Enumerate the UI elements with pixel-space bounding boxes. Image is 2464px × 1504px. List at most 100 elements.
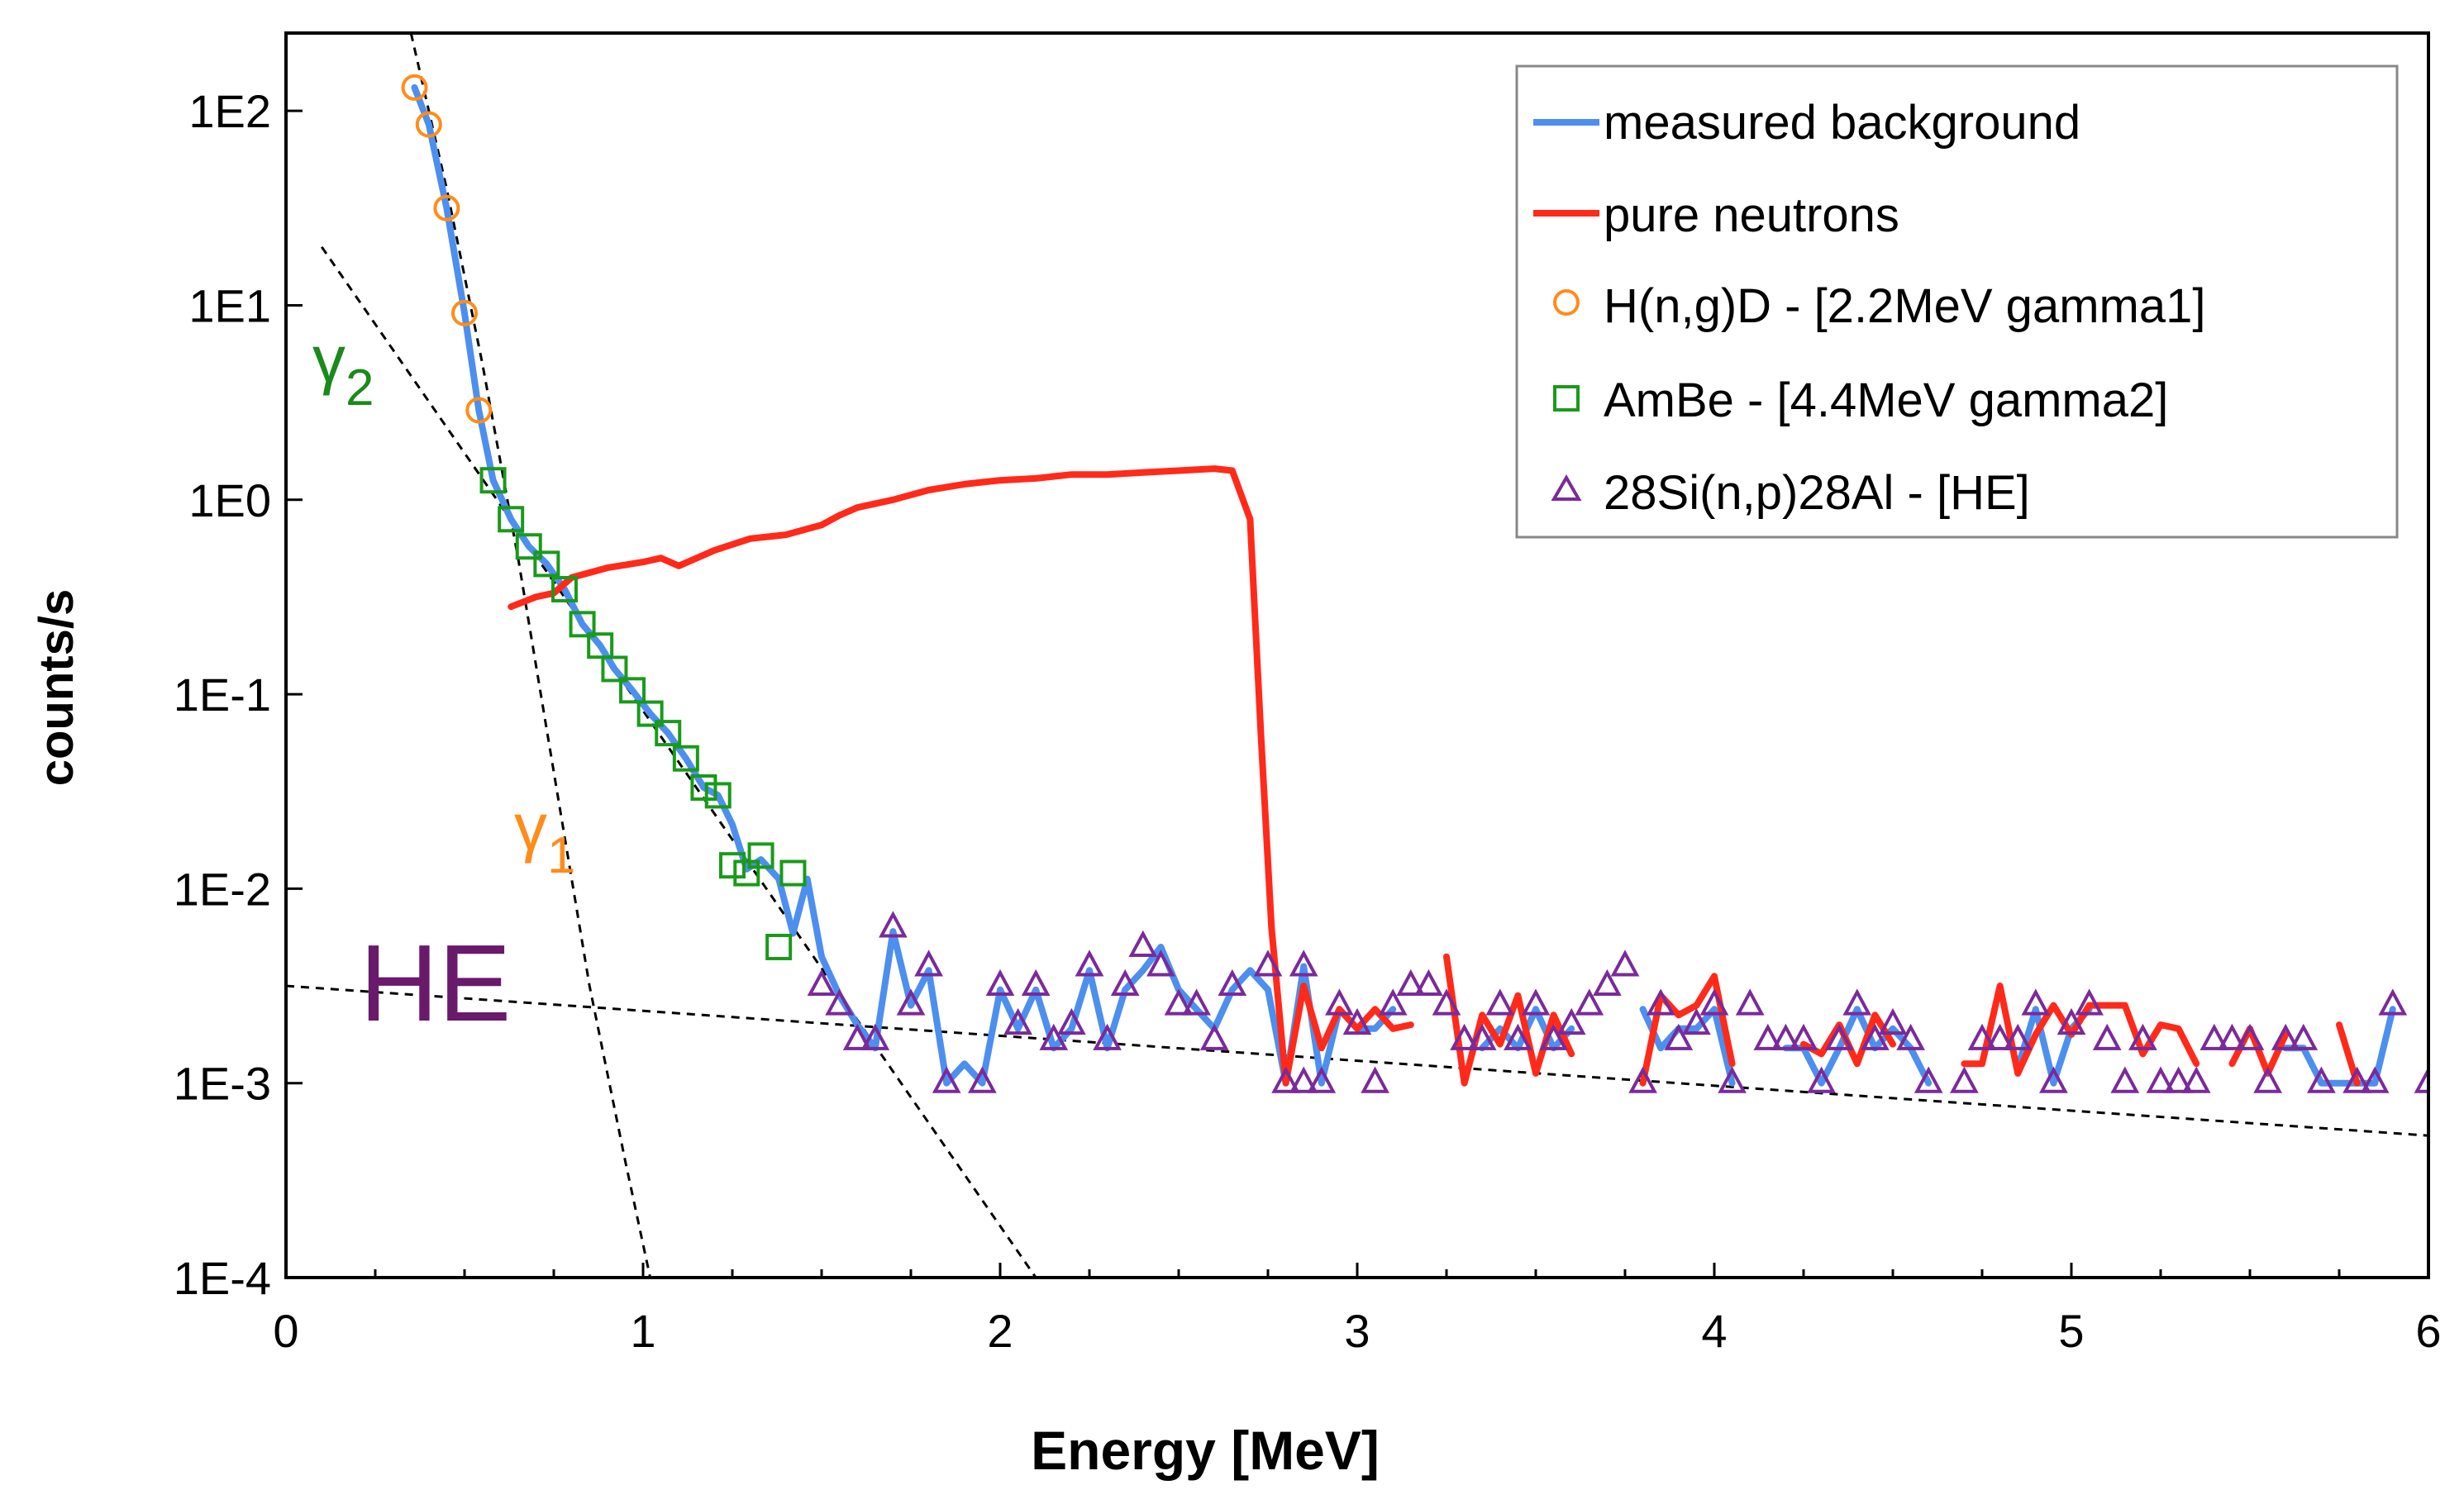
legend-label-ambe: AmBe - [4.4MeV gamma2] bbox=[1604, 374, 2168, 427]
annotations: γ2 γ1 HE bbox=[312, 322, 575, 1044]
annotation-he: HE bbox=[360, 922, 511, 1044]
28si-n-p-28al-he-point-47 bbox=[1664, 1023, 1694, 1050]
x-axis-label: Energy [MeV] bbox=[1031, 1420, 1380, 1481]
28si-n-p-28al-he-point-28 bbox=[1325, 988, 1354, 1016]
legend-label-28si: 28Si(n,p)28Al - [HE] bbox=[1604, 466, 2030, 520]
28si-n-p-28al-he-point-59 bbox=[1878, 1007, 1908, 1035]
legend-label-hngd: H(n,g)D - [2.2MeV gamma1] bbox=[1604, 279, 2205, 333]
28si-n-p-28al-he-point-53 bbox=[1771, 1023, 1800, 1050]
28si-n-p-28al-he-point-43 bbox=[1593, 969, 1622, 997]
ambe-4-4mev-gamma2-point-5 bbox=[569, 611, 596, 638]
28si-n-p-28al-he-point-40 bbox=[1539, 1023, 1568, 1050]
28si-n-p-28al-he-point-0 bbox=[807, 969, 836, 997]
28si-n-p-28al-he-point-15 bbox=[1093, 1023, 1122, 1050]
28si-n-p-28al-he-point-86 bbox=[2414, 1066, 2428, 1093]
ambe-4-4mev-gamma2-point-7 bbox=[601, 655, 628, 683]
x-tick-label-1: 1 bbox=[630, 1305, 655, 1357]
28si-n-p-28al-he-point-85 bbox=[2378, 988, 2408, 1016]
28si-n-p-28al-he-point-6 bbox=[914, 950, 943, 977]
28si-n-p-28al-he-point-52 bbox=[1753, 1023, 1783, 1050]
28si-n-p-28al-he-point-19 bbox=[1164, 988, 1194, 1016]
28si-n-p-28al-he-point-30 bbox=[1361, 1066, 1389, 1093]
28si-n-p-28al-he-point-72 bbox=[2128, 1023, 2157, 1050]
28si-n-p-28al-he-point-12 bbox=[1039, 1023, 1069, 1050]
28si-n-p-28al-he-point-32 bbox=[1396, 969, 1426, 997]
x-tick-label-5: 5 bbox=[2058, 1305, 2084, 1357]
x-tick-label-2: 2 bbox=[987, 1305, 1013, 1357]
28si-n-p-28al-he-point-68 bbox=[2057, 1007, 2086, 1035]
28si-n-p-28al-he-point-84 bbox=[2360, 1066, 2390, 1093]
28si-n-p-28al-he-point-81 bbox=[2289, 1023, 2319, 1050]
ambe-4-4mev-gamma2-point-14 bbox=[719, 852, 746, 879]
28si-n-p-28al-he-point-17 bbox=[1128, 930, 1158, 957]
28si-n-p-28al-he-point-41 bbox=[1556, 1007, 1586, 1035]
plot-area bbox=[286, 33, 2428, 1278]
28si-n-p-28al-he-point-65 bbox=[2003, 1023, 2033, 1050]
28si-n-p-28al-he-point-66 bbox=[2021, 988, 2051, 1016]
axes: 0 1 2 3 4 5 6 1E-4 1E-3 1E-2 1E-1 1E0 1E1 1E2 bbox=[174, 31, 2442, 1357]
x-tick-label-4: 4 bbox=[1701, 1305, 1727, 1357]
28si-n-p-28al-he-point-25 bbox=[1289, 1066, 1318, 1093]
ambe-4-4mev-gamma2-point-10 bbox=[655, 720, 682, 747]
y-tick-label-0: 1E-4 bbox=[174, 1252, 271, 1304]
28si-n-p-28al-he-point-11 bbox=[1021, 969, 1051, 997]
ambe-4-4mev-gamma2-point-1 bbox=[498, 506, 525, 533]
28si-n-p-28al-he-point-44 bbox=[1610, 950, 1640, 977]
ambe-4-4mev-gamma2-point-15 bbox=[733, 859, 760, 887]
annotation-gamma2: γ2 bbox=[312, 322, 374, 416]
ambe-4-4mev-gamma2-point-16 bbox=[747, 842, 774, 869]
28si-n-p-28al-he-point-18 bbox=[1146, 950, 1175, 977]
28si-n-p-28al-he-point-2 bbox=[842, 1023, 872, 1050]
x-tick-label-3: 3 bbox=[1344, 1305, 1370, 1357]
ambe-4-4mev-gamma2-point-17 bbox=[765, 933, 793, 960]
h-n-g-d-2-2mev-gamma1-point-0 bbox=[401, 74, 428, 101]
h-n-g-d-2-2mev-gamma1-point-2 bbox=[433, 194, 460, 221]
28si-n-p-28al-he-point-79 bbox=[2253, 1066, 2282, 1093]
28si-n-p-28al-he-point-21 bbox=[1199, 1023, 1229, 1050]
28si-n-p-28al-he-point-60 bbox=[1896, 1023, 1925, 1050]
legend-marker-circle bbox=[1553, 289, 1580, 316]
28si-n-p-28al-he-point-37 bbox=[1485, 988, 1515, 1016]
28si-n-p-28al-he-point-31 bbox=[1378, 988, 1408, 1016]
28si-n-p-28al-he-point-36 bbox=[1467, 1023, 1497, 1050]
28si-n-p-28al-he-point-70 bbox=[2092, 1023, 2122, 1050]
ambe-4-4mev-gamma2-point-11 bbox=[672, 745, 699, 772]
28si-n-p-28al-he-point-23 bbox=[1253, 950, 1283, 977]
y-tick-label-2: 1E-2 bbox=[174, 863, 271, 915]
28si-n-p-28al-he-point-3 bbox=[860, 1023, 890, 1050]
h-n-g-d-2-2mev-gamma1-point-1 bbox=[415, 111, 442, 138]
28si-n-p-28al-he-point-64 bbox=[1985, 1023, 2014, 1050]
28si-n-p-28al-he-point-46 bbox=[1646, 988, 1675, 1016]
ambe-4-4mev-gamma2-point-9 bbox=[636, 700, 664, 727]
28si-n-p-28al-he-point-55 bbox=[1807, 1066, 1836, 1093]
28si-n-p-28al-he-point-20 bbox=[1182, 988, 1211, 1016]
28si-n-p-28al-he-point-82 bbox=[2307, 1066, 2336, 1093]
28si-n-p-28al-he-point-56 bbox=[1824, 1023, 1854, 1050]
28si-n-p-28al-he-point-49 bbox=[1699, 988, 1729, 1016]
28si-n-p-28al-he-point-16 bbox=[1110, 969, 1140, 997]
y-tick-label-6: 1E2 bbox=[188, 85, 271, 137]
28si-n-p-28al-he-point-83 bbox=[2342, 1066, 2371, 1093]
series-pure-neutrons-segment-1 bbox=[1443, 953, 1575, 1087]
28si-n-p-28al-he-point-63 bbox=[1967, 1023, 1997, 1050]
28si-n-p-28al-he-point-5 bbox=[896, 988, 926, 1016]
28si-n-p-28al-he-point-13 bbox=[1057, 1007, 1086, 1035]
h-n-g-d-2-2mev-gamma1-point-3 bbox=[451, 299, 478, 326]
ambe-4-4mev-gamma2-point-4 bbox=[550, 575, 578, 602]
x-tick-label-0: 0 bbox=[273, 1305, 298, 1357]
ambe-4-4mev-gamma2-point-0 bbox=[479, 467, 507, 494]
annotation-gamma1: γ1 bbox=[514, 790, 575, 884]
28si-n-p-28al-he-point-75 bbox=[2181, 1066, 2211, 1093]
28si-n-p-28al-he-point-1 bbox=[825, 988, 854, 1016]
y-tick-label-4: 1E0 bbox=[188, 474, 271, 526]
series-pure-neutrons-segment-5 bbox=[2228, 1025, 2290, 1077]
28si-n-p-28al-he-point-69 bbox=[2075, 988, 2104, 1016]
28si-n-p-28al-he-point-54 bbox=[1789, 1023, 1818, 1050]
series-fit-gamma1-dashed bbox=[409, 33, 652, 1278]
y-tick-label-3: 1E-1 bbox=[174, 669, 271, 721]
28si-n-p-28al-he-point-14 bbox=[1075, 950, 1104, 977]
28si-n-p-28al-he-point-8 bbox=[968, 1066, 997, 1093]
28si-n-p-28al-he-point-42 bbox=[1575, 988, 1604, 1016]
legend-marker-square bbox=[1553, 385, 1580, 412]
x-tick-label-6: 6 bbox=[2415, 1305, 2441, 1357]
